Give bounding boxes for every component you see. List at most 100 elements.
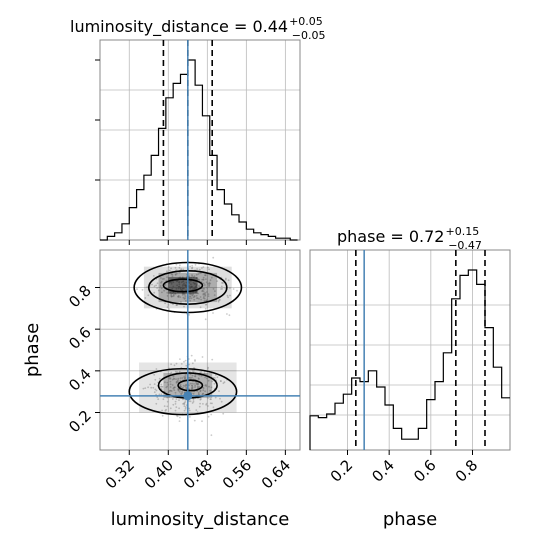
scatter-point: [184, 374, 187, 376]
scatter-point: [191, 382, 194, 385]
scatter-point: [193, 419, 196, 422]
scatter-point: [182, 296, 185, 299]
scatter-point: [189, 299, 192, 302]
scatter-point: [151, 283, 153, 286]
scatter-point: [191, 386, 194, 389]
scatter-point: [197, 273, 200, 275]
scatter-point: [197, 383, 200, 385]
scatter-point: [220, 288, 222, 290]
scatter-point: [199, 402, 202, 405]
scatter-point: [193, 295, 196, 298]
scatter-point: [210, 276, 213, 279]
scatter-point: [196, 385, 199, 388]
phase-histogram-line: [309, 269, 510, 450]
scatter-point: [221, 282, 223, 284]
scatter-point: [161, 414, 164, 417]
scatter-point: [189, 292, 192, 294]
scatter-point: [227, 279, 230, 282]
scatter-point: [197, 292, 200, 295]
scatter-point: [172, 375, 175, 378]
scatter-point: [153, 285, 156, 288]
scatter-point: [236, 289, 238, 292]
scatter-point: [197, 377, 200, 380]
x-tick-label-0.48: 0.48: [180, 456, 216, 492]
scatter-point: [172, 294, 175, 297]
x-axis-label-phase: phase: [383, 509, 437, 530]
scatter-point: [216, 280, 219, 282]
scatter-point: [159, 285, 162, 287]
scatter-point: [171, 384, 174, 386]
scatter-point: [196, 268, 199, 270]
scatter-point: [228, 314, 231, 317]
scatter-point: [195, 283, 198, 286]
scatter-point: [152, 386, 155, 389]
scatter-point: [136, 288, 138, 290]
scatter-point: [210, 398, 212, 401]
scatter-point: [154, 388, 157, 391]
scatter-point: [192, 370, 195, 373]
scatter-point: [164, 284, 167, 286]
scatter-point: [198, 386, 201, 388]
scatter-point: [183, 360, 185, 363]
scatter-point: [212, 312, 214, 314]
scatter-point: [179, 296, 182, 298]
scatter-point: [202, 282, 205, 285]
p2-frame: [99, 249, 301, 451]
scatter-point: [182, 283, 185, 286]
scatter-point: [147, 294, 150, 297]
scatter-point: [171, 398, 174, 400]
scatter-point: [195, 273, 198, 276]
scatter-point: [209, 402, 212, 405]
scatter-point: [181, 377, 184, 379]
scatter-point: [201, 290, 204, 293]
scatter-point: [207, 266, 209, 269]
scatter-point: [208, 385, 210, 388]
scatter-point: [174, 403, 177, 405]
scatter-point: [190, 297, 193, 300]
scatter-point: [177, 379, 179, 382]
x-tick-label-0.56: 0.56: [219, 456, 255, 492]
scatter-point: [195, 286, 198, 289]
scatter-point: [207, 405, 209, 407]
scatter-point: [174, 400, 177, 403]
scatter-point: [197, 393, 200, 396]
scatter-point: [173, 377, 175, 380]
scatter-point: [207, 293, 210, 296]
scatter-point: [180, 281, 183, 284]
scatter-point: [169, 389, 172, 392]
scatter-point: [180, 301, 182, 303]
scatter-point: [199, 390, 202, 393]
scatter-point: [175, 263, 178, 266]
scatter-point: [205, 281, 208, 284]
luminosity-distance-title: luminosity_distance = 0.44+0.05 −0.05: [70, 15, 326, 42]
scatter-point: [193, 287, 196, 290]
scatter-point: [214, 377, 216, 379]
scatter-point: [157, 289, 160, 292]
scatter-point: [209, 279, 212, 282]
scatter-point: [182, 268, 185, 271]
phase-title: phase = 0.72+0.15 −0.47: [337, 225, 482, 252]
scatter-point: [183, 405, 186, 407]
scatter-point: [207, 415, 210, 418]
scatter-point: [147, 386, 150, 389]
scatter-point: [203, 372, 206, 375]
y-axis-label-phase: phase: [22, 323, 43, 377]
scatter-point: [177, 295, 180, 298]
scatter-point: [198, 279, 201, 281]
scatter-point: [171, 280, 174, 283]
scatter-point: [206, 397, 209, 400]
scatter-point: [203, 300, 206, 302]
scatter-point: [191, 294, 194, 297]
scatter-point: [205, 303, 208, 306]
luminosity-distance-histogram-line: [100, 59, 298, 241]
scatter-point: [167, 286, 170, 289]
scatter-point: [171, 378, 174, 381]
scatter-point: [225, 277, 227, 280]
scatter-point: [211, 358, 214, 361]
scatter-point: [181, 294, 184, 296]
scatter-point: [174, 273, 177, 276]
scatter-point: [210, 413, 213, 416]
scatter-point: [191, 384, 193, 387]
y-tick-label-0.2: 0.2: [65, 407, 95, 437]
scatter-point: [185, 281, 188, 284]
